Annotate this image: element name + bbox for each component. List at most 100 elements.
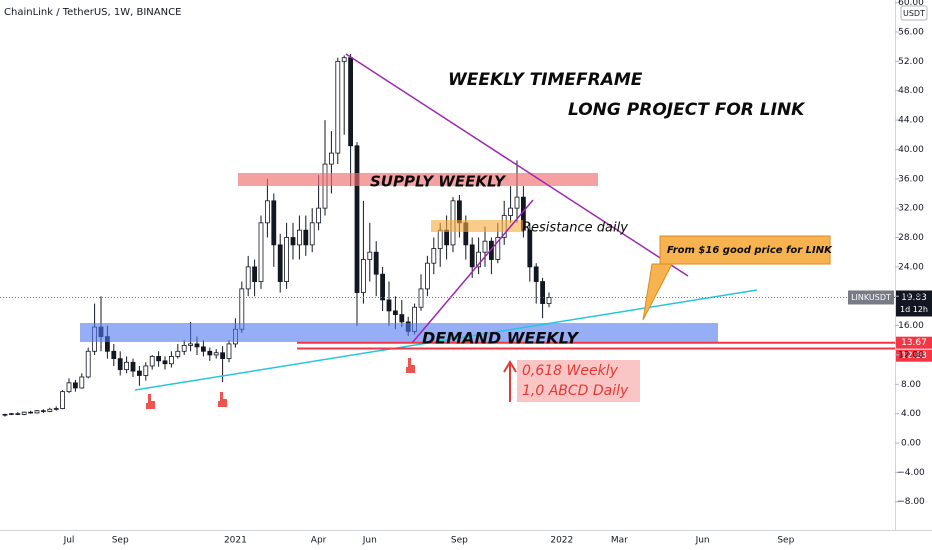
candle-body [15,413,21,415]
candle-body [162,360,168,365]
candle-body [124,361,129,371]
y-tick-label: −4.00 [897,468,925,478]
candle-body [111,350,117,360]
candle-body [2,413,8,416]
candle-body [245,266,251,290]
x-tick-label: 2021 [224,536,247,546]
candle-body [373,251,379,275]
currency-badge [900,5,928,21]
candle-body [546,297,552,304]
candle-body [437,229,443,249]
trendline [411,199,534,344]
candle-body [367,251,373,260]
price-tag [896,349,932,362]
chart-title: ChainLink / TetherUS, 1W, BINANCE [4,7,181,18]
x-tick-label: Jun [695,536,710,546]
price-tag-label: 13.67 [901,338,927,348]
candle-body [303,229,309,246]
y-tick-label: −8.00 [897,497,925,507]
x-tick-label: Sep [451,536,468,546]
annotation: From $16 good price for LINK [667,245,833,256]
annotation: LONG PROJECT FOR LINK [568,100,806,120]
candle-body [309,222,315,246]
annotation: DEMAND WEEKLY [422,329,579,348]
candle-body [482,240,488,253]
candle-body [188,343,194,346]
candle-body [540,281,545,304]
candle-body [322,163,328,209]
supply-zone [238,173,598,186]
candle-body [444,229,450,246]
y-tick-label: 56.00 [898,28,924,38]
candle-body [277,244,283,282]
x-tick-label: Sep [777,536,794,546]
y-tick-label: 0.00 [901,439,921,449]
x-tick-label: Mar [611,536,628,546]
candle-body [168,356,174,365]
price-tag-label: 12.88 [901,351,927,361]
candle-body [469,244,475,268]
candle-body [424,262,430,290]
arrow [503,360,517,402]
x-tick-label: Jun [362,536,377,546]
callout [642,235,831,321]
candle-body [290,237,296,246]
candle-body [341,57,347,62]
candle-body [175,350,181,357]
symbol-tag [848,290,894,305]
candle-body [316,207,322,224]
y-tick-label: 28.00 [898,233,924,243]
candle-body [476,251,482,268]
candle-body [271,200,277,246]
countdown-label: 1d 12h [900,305,928,314]
candle-body [328,152,334,165]
candle-body [252,266,258,282]
candle-body [495,237,501,260]
candle-body [431,248,437,264]
resistance-zone [431,220,523,232]
x-tick-label: 2022 [550,536,573,546]
candle-body [21,411,27,415]
y-tick-label: 48.00 [898,86,924,96]
annotation: WEEKLY TIMEFRAME [448,70,643,90]
candle-body [533,266,539,282]
x-tick-label: Jul [63,536,75,546]
candle-body [149,356,155,367]
candle-body [130,361,136,372]
candle-body [79,376,85,389]
candle-body [399,314,405,323]
candle-body [508,207,514,216]
candle-body [386,299,392,312]
y-tick-label: 4.00 [901,409,921,419]
candle-body [60,391,65,409]
candle-body [47,408,53,412]
trendline [134,289,758,391]
candle-body [207,350,213,356]
hand-icon [218,392,227,407]
annotation: Resistance daily [522,221,628,236]
hand-icon [406,358,415,373]
candle-body [156,356,162,362]
y-tick-label: 8.00 [901,380,921,390]
candles [2,54,552,417]
y-tick-label: 16.00 [898,321,924,331]
candle-body [85,350,91,378]
candle-body [456,200,462,224]
candle-body [418,288,424,308]
trendline [345,53,689,277]
candle-body [380,273,386,301]
y-tick-label: 60.00 [898,0,924,8]
candle-body [258,222,264,282]
candle-body [213,352,219,356]
symbol-label: LINKUSDT [851,293,891,302]
candle-body [514,196,520,209]
candle-body [527,229,533,268]
candle-body [296,229,302,246]
candle-body [28,411,34,414]
y-tick-label: 20.00 [898,292,924,302]
hand-icon [146,394,155,409]
candle-body [194,343,200,348]
candle-body [360,259,366,293]
candle-body [348,57,354,147]
